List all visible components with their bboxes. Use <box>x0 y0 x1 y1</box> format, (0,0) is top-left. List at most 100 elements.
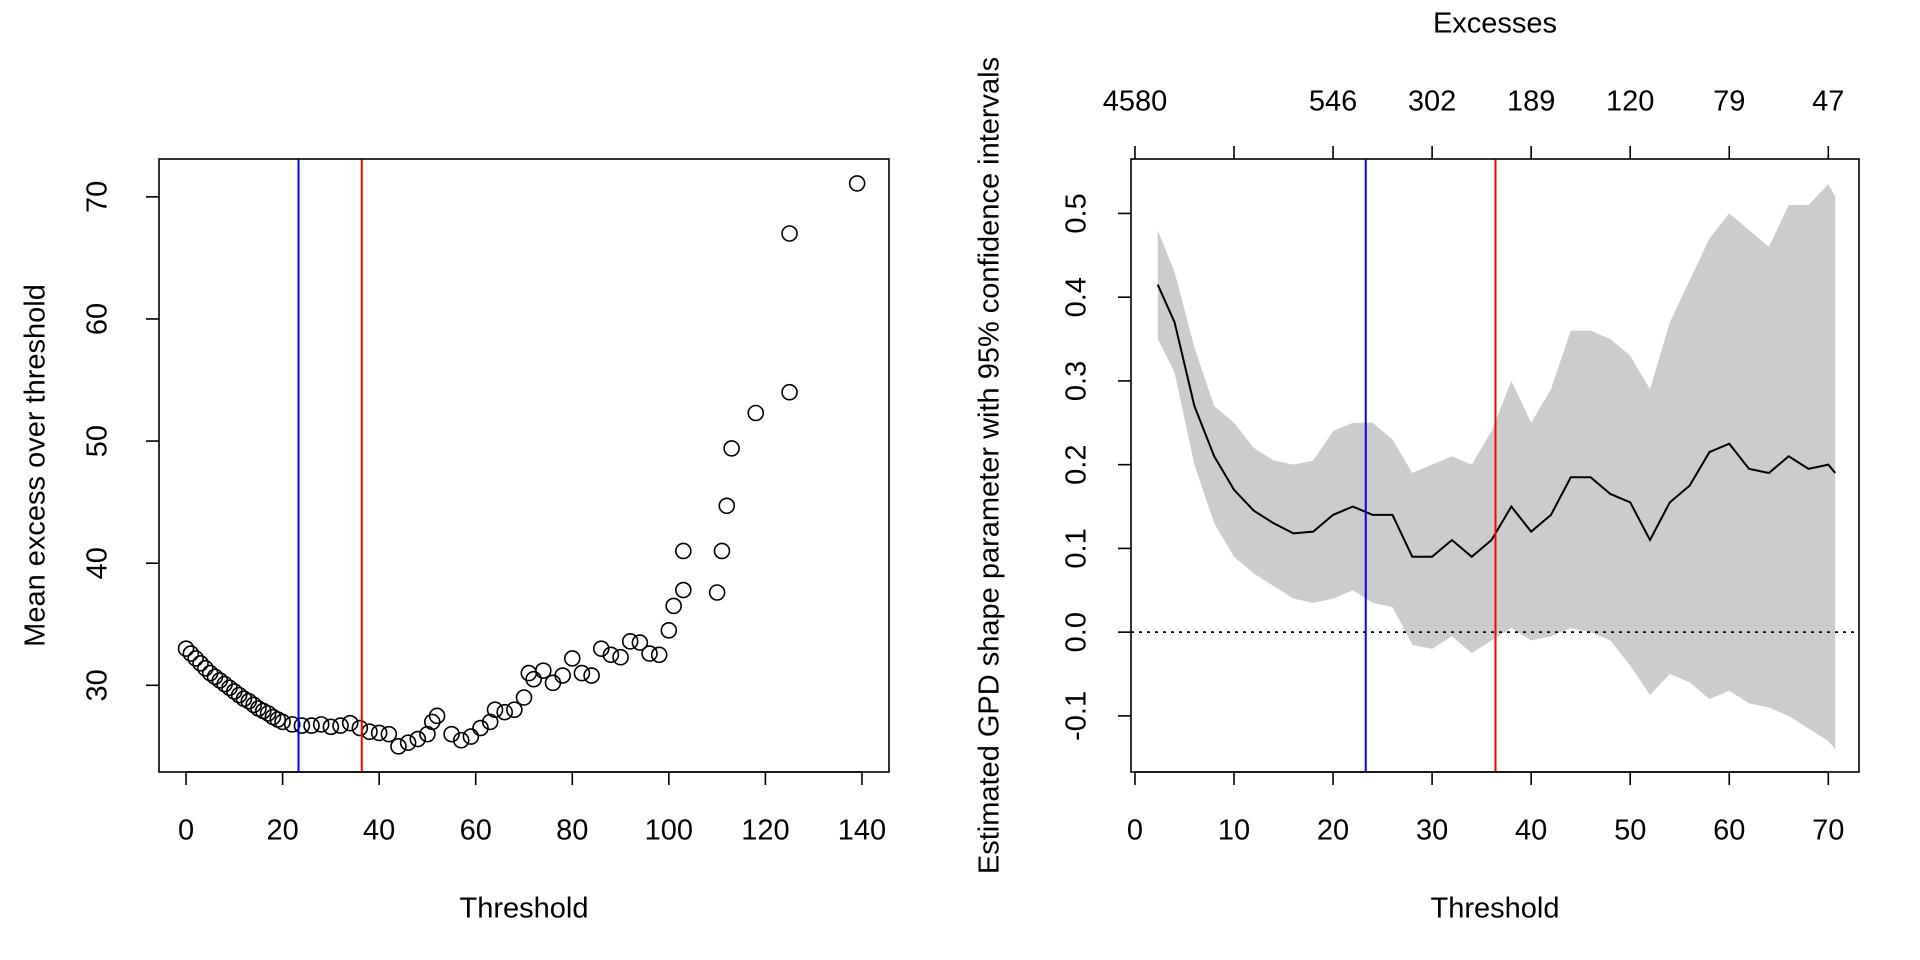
point <box>226 683 243 700</box>
x-tick-label: 70 <box>1812 815 1844 847</box>
point <box>525 670 542 688</box>
point <box>848 175 866 192</box>
point <box>621 633 639 650</box>
y-tick-label: 50 <box>82 425 114 457</box>
point <box>312 716 330 733</box>
point <box>486 701 504 719</box>
point <box>322 718 340 736</box>
point <box>535 662 552 679</box>
point <box>380 725 398 743</box>
point <box>563 650 581 667</box>
point <box>423 713 441 731</box>
point <box>274 713 291 731</box>
point <box>592 640 610 657</box>
y-tick-label: 0.4 <box>1061 277 1093 317</box>
point <box>230 686 248 704</box>
point <box>612 648 629 666</box>
x-tick-label: 20 <box>1317 815 1349 847</box>
x2-tick-label: 4580 <box>1103 86 1168 118</box>
y-tick-label: 70 <box>82 181 114 213</box>
point <box>665 597 682 615</box>
point <box>245 696 262 714</box>
point <box>544 674 562 692</box>
point <box>660 622 678 639</box>
point <box>462 728 480 745</box>
x-tick-label: 60 <box>1713 815 1745 847</box>
point <box>409 730 427 748</box>
x-tick-label: 80 <box>556 815 588 847</box>
x-axis-title: Threshold <box>460 893 589 925</box>
y-tick-label: -0.1 <box>1061 691 1093 741</box>
x2-tick-label: 120 <box>1606 86 1654 118</box>
point <box>573 664 591 682</box>
x2-tick-label: 546 <box>1309 86 1357 118</box>
line <box>1156 284 1837 559</box>
point <box>650 646 668 664</box>
point <box>370 724 388 742</box>
y-axis-title: Estimated GPD shape parameter with 95% c… <box>974 57 1006 874</box>
point <box>472 719 489 737</box>
y-tick-label: 30 <box>82 669 114 701</box>
point <box>332 717 349 734</box>
y-tick-label: 0.2 <box>1061 444 1093 484</box>
y-tick-label: 40 <box>82 547 114 579</box>
point <box>718 497 736 515</box>
point <box>221 679 238 697</box>
point <box>390 738 407 755</box>
point <box>631 634 649 651</box>
point <box>583 667 600 684</box>
x-tick-label: 100 <box>645 815 693 847</box>
x-axis-title: Threshold <box>1431 893 1560 925</box>
x-tick-label: 10 <box>1218 815 1250 847</box>
x2-axis-title: Excesses <box>1433 8 1557 40</box>
y-tick-label: 0.5 <box>1061 193 1093 233</box>
point <box>399 734 417 751</box>
point <box>713 542 731 560</box>
x-tick-label: 0 <box>1127 815 1143 847</box>
point <box>303 717 320 734</box>
point <box>452 731 470 749</box>
y-axis-title: Mean excess over threshold <box>20 284 52 647</box>
y-tick-label: 0.0 <box>1061 612 1093 652</box>
point <box>506 701 523 719</box>
x2-tick-label: 189 <box>1507 86 1555 118</box>
point <box>675 581 692 599</box>
point <box>723 440 740 457</box>
point <box>216 675 233 693</box>
point <box>641 645 658 662</box>
point <box>197 659 214 677</box>
point <box>675 542 692 560</box>
y-tick-label: 0.3 <box>1061 361 1093 401</box>
x-tick-label: 20 <box>266 815 298 847</box>
point <box>443 725 460 743</box>
point <box>781 225 798 242</box>
x2-tick-label: 47 <box>1812 86 1844 118</box>
point <box>259 705 277 722</box>
point <box>187 650 204 667</box>
point <box>708 584 726 601</box>
plot-box <box>158 158 890 773</box>
x-tick-label: 40 <box>1515 815 1547 847</box>
point <box>747 404 765 422</box>
x-tick-label: 0 <box>178 815 194 847</box>
point <box>177 640 195 657</box>
point <box>351 719 369 737</box>
y-tick-label: 0.1 <box>1061 528 1093 568</box>
point <box>496 703 513 721</box>
x2-tick-label: 302 <box>1408 86 1456 118</box>
point <box>182 645 200 662</box>
point <box>781 383 798 401</box>
point <box>283 716 301 733</box>
point <box>554 667 571 684</box>
x-tick-label: 120 <box>741 815 789 847</box>
x2-tick-label: 79 <box>1713 86 1745 118</box>
point <box>428 707 446 725</box>
point <box>206 668 224 686</box>
x-tick-label: 40 <box>363 815 395 847</box>
point <box>293 717 311 734</box>
x-tick-label: 50 <box>1614 815 1646 847</box>
y-tick-label: 60 <box>82 303 114 335</box>
x-tick-label: 60 <box>460 815 492 847</box>
point <box>211 672 229 689</box>
